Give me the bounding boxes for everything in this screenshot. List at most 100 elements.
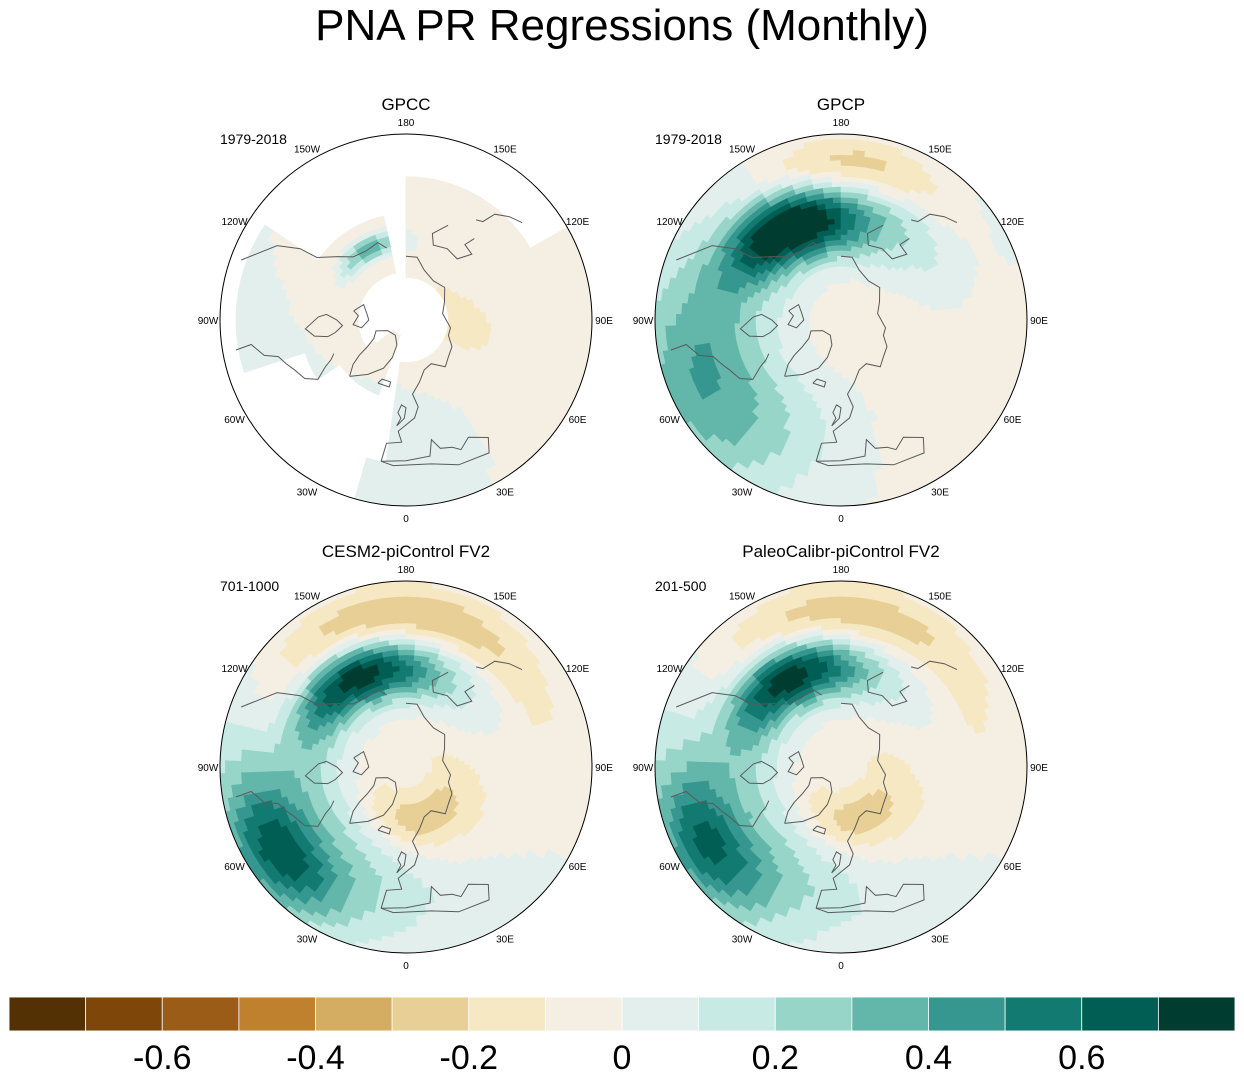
contour-cell	[734, 308, 741, 317]
contour-cell	[681, 325, 689, 338]
contour-cell	[458, 317, 465, 323]
contour-cell	[506, 308, 513, 317]
contour-cell	[413, 424, 422, 432]
contour-cell	[401, 372, 407, 379]
contour-cell	[836, 377, 842, 385]
contour-cell	[397, 655, 407, 662]
contour-cell	[516, 307, 524, 317]
contour-cell	[391, 861, 400, 869]
contour-cell	[294, 754, 301, 764]
contour-cell	[796, 163, 810, 173]
contour-cell	[474, 322, 481, 329]
contour-cell	[766, 306, 774, 314]
contour-cell	[776, 317, 783, 323]
contour-cell	[750, 316, 757, 324]
longitude-label: 120W	[221, 217, 248, 228]
contour-cell	[834, 399, 842, 406]
contour-cell	[299, 315, 306, 325]
contour-cell	[304, 756, 312, 765]
contour-cell	[840, 160, 853, 167]
contour-cell	[411, 676, 419, 684]
contour-cell	[394, 473, 407, 480]
contour-cell	[833, 218, 842, 225]
contour-cell	[827, 499, 842, 506]
contour-cell	[392, 581, 407, 588]
contour-cell	[548, 324, 556, 336]
contour-cell	[473, 326, 481, 334]
contour-cell	[831, 377, 838, 384]
contour-cell	[697, 324, 704, 336]
contour-cell	[830, 462, 842, 470]
contour-cell	[840, 234, 848, 241]
coastline	[739, 313, 779, 338]
contour-cell	[390, 655, 399, 663]
contour-cell	[410, 240, 418, 247]
contour-cell	[393, 483, 407, 491]
contour-cell	[256, 304, 264, 316]
coastline	[910, 213, 958, 224]
coastline	[380, 255, 453, 462]
contour-cell	[522, 315, 529, 325]
contour-cell	[393, 489, 407, 496]
contour-cell	[670, 313, 677, 327]
coastline	[815, 436, 925, 467]
contour-cell	[527, 306, 534, 317]
contour-cell	[840, 266, 846, 273]
contour-cell	[405, 639, 416, 646]
contour-cell	[549, 314, 556, 326]
contour-cell	[393, 596, 407, 604]
contour-cell	[655, 313, 661, 327]
contour-cell	[832, 208, 842, 215]
contour-cell	[405, 930, 419, 938]
contour-cell	[405, 234, 413, 241]
contour-cell	[310, 309, 317, 318]
contour-cell	[533, 315, 540, 325]
contour-cell	[405, 213, 414, 220]
contour-cell	[325, 763, 332, 771]
coastline	[676, 241, 822, 261]
contour-cell	[829, 473, 842, 480]
contour-cell	[702, 324, 710, 335]
contour-cell	[262, 314, 269, 326]
contour-cell	[517, 315, 524, 325]
contour-cell	[840, 165, 853, 172]
contour-cell	[803, 313, 810, 320]
contour-cell	[826, 414, 835, 422]
contour-cell	[755, 322, 763, 330]
contour-cell	[251, 314, 258, 326]
longitude-label: 180	[833, 118, 850, 129]
contour-cell	[331, 758, 338, 765]
contour-cell	[766, 322, 773, 329]
contour-cell	[396, 382, 402, 390]
contour-cell	[840, 436, 850, 443]
contour-cell	[396, 377, 403, 384]
contour-cell	[405, 655, 415, 662]
contour-cell	[393, 930, 407, 938]
contour-cell	[458, 321, 465, 327]
contour-cell	[278, 753, 285, 764]
contour-cell	[399, 681, 407, 688]
contour-cell	[400, 686, 407, 694]
contour-cell	[840, 277, 845, 284]
contour-cell	[828, 229, 836, 237]
contour-fill	[220, 581, 592, 953]
contour-cell	[396, 452, 407, 459]
contour-cell	[840, 144, 854, 151]
longitude-label: 150E	[928, 145, 952, 156]
contour-cell	[580, 313, 587, 327]
coastline	[304, 313, 344, 338]
longitude-label: 90W	[198, 316, 219, 327]
contour-cell	[267, 305, 275, 316]
contour-cell	[840, 197, 850, 204]
contour-cell	[829, 468, 842, 475]
contour-cell	[405, 936, 419, 943]
contour-cell	[782, 317, 789, 323]
contour-cell	[484, 854, 496, 866]
contour-cell	[272, 762, 279, 772]
contour-cell	[771, 312, 778, 319]
contour-cell	[283, 762, 290, 772]
contour-cell	[411, 229, 419, 237]
coastlines	[235, 213, 523, 467]
contour-cell	[325, 769, 333, 776]
